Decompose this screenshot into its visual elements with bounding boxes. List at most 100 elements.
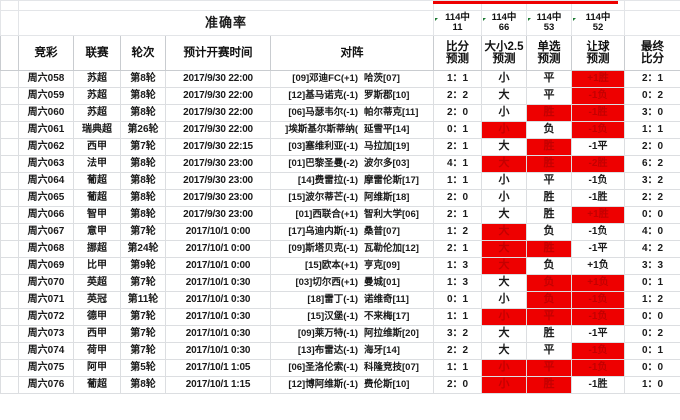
cell-jingcai[interactable]: 周六058 [18, 70, 74, 88]
cell-time[interactable]: 2017/10/1 0:30 [165, 274, 271, 292]
cell-ou_pred[interactable]: 大 [481, 206, 527, 224]
cell-final_score[interactable]: 6：2 [624, 155, 680, 173]
cell-ou_pred[interactable]: 大 [481, 325, 527, 343]
cell-final_score[interactable]: 0：0 [624, 359, 680, 377]
cell-round[interactable]: 第7轮 [120, 308, 166, 326]
cell-ou_pred[interactable]: 小 [481, 376, 527, 394]
table-row[interactable]: 周六062 西甲 第7轮 2017/9/30 22:15 [03]塞维利亚(-1) 马拉加… [0, 138, 680, 156]
table-row[interactable]: 周六064 葡超 第8轮 2017/9/30 23:00 [14]费雷拉(-1) 摩雷伦斯… [0, 172, 680, 190]
cell-league[interactable]: 英超 [73, 274, 121, 292]
cell-final_score[interactable]: 3：3 [624, 257, 680, 275]
cell-match[interactable]: [15]汉堡(-1) 不来梅[17] [270, 308, 434, 326]
cell-jingcai[interactable]: 周六065 [18, 189, 74, 207]
cell-single_pred[interactable]: 平 [526, 70, 572, 88]
cell-match[interactable]: [09]斯塔贝克(-1) 瓦勒伦加[12] [270, 240, 434, 258]
cell-final_score[interactable]: 0：2 [624, 87, 680, 105]
cell-ou_pred[interactable]: 小 [481, 189, 527, 207]
cell-match[interactable]: [14]费雷拉(-1) 摩雷伦斯[17] [270, 172, 434, 190]
col-header-match[interactable]: 对阵 [270, 35, 434, 71]
cell-score_pred[interactable]: 1：1 [433, 172, 482, 190]
cell-single_pred[interactable]: 胜 [526, 240, 572, 258]
cell-jingcai[interactable]: 周六071 [18, 291, 74, 309]
cell-ou_pred[interactable]: 小 [481, 359, 527, 377]
table-row[interactable]: 周六059 苏超 第8轮 2017/9/30 22:00 [12]基马诺克(-1) 罗斯郡… [0, 87, 680, 105]
cell-score_pred[interactable]: 1：1 [433, 70, 482, 88]
cell-final_score[interactable]: 4：0 [624, 223, 680, 241]
cell-final_score[interactable]: 3：2 [624, 172, 680, 190]
cell-league[interactable]: 苏超 [73, 87, 121, 105]
cell-match[interactable]: [03]塞维利亚(-1) 马拉加[19] [270, 138, 434, 156]
cell-handicap_pred[interactable]: -1胜 [571, 189, 625, 207]
cell-round[interactable]: 第24轮 [120, 240, 166, 258]
cell-score_pred[interactable]: 2：1 [433, 240, 482, 258]
cell-single_pred[interactable]: 胜 [526, 189, 572, 207]
cell-round[interactable]: 第8轮 [120, 172, 166, 190]
cell-time[interactable]: 2017/9/30 22:00 [165, 87, 271, 105]
cell-ou_pred[interactable]: 大 [481, 257, 527, 275]
cell-handicap_pred[interactable]: -1负 [571, 121, 625, 139]
cell-time[interactable]: 2017/10/1 0:30 [165, 342, 271, 360]
cell-jingcai[interactable]: 周六064 [18, 172, 74, 190]
cell-jingcai[interactable]: 周六076 [18, 376, 74, 394]
cell-score_pred[interactable]: 1：2 [433, 223, 482, 241]
cell-jingcai[interactable]: 周六075 [18, 359, 74, 377]
cell-round[interactable]: 第8轮 [120, 155, 166, 173]
cell-time[interactable]: 2017/9/30 22:00 [165, 70, 271, 88]
cell-final_score[interactable]: 3：0 [624, 104, 680, 122]
cell-score_pred[interactable]: 2：0 [433, 189, 482, 207]
cell-ou_pred[interactable]: 大 [481, 87, 527, 105]
cell-match[interactable]: [18]雷丁(-1) 诺维奇[11] [270, 291, 434, 309]
cell-single_pred[interactable]: 胜 [526, 138, 572, 156]
cell-round[interactable]: 第5轮 [120, 359, 166, 377]
cell-round[interactable]: 第8轮 [120, 70, 166, 88]
cell-handicap_pred[interactable]: -1负 [571, 172, 625, 190]
cell-jingcai[interactable]: 周六073 [18, 325, 74, 343]
cell-league[interactable]: 葡超 [73, 376, 121, 394]
cell-ou_pred[interactable]: 大 [481, 240, 527, 258]
cell-handicap_pred[interactable]: -1负 [571, 342, 625, 360]
cell-jingcai[interactable]: 周六074 [18, 342, 74, 360]
cell-handicap_pred[interactable]: -1胜 [571, 104, 625, 122]
cell-match[interactable]: [06]马瑟韦尔(-1) 帕尔蒂克[11] [270, 104, 434, 122]
cell-ou_pred[interactable]: 大 [481, 155, 527, 173]
cell-round[interactable]: 第7轮 [120, 342, 166, 360]
cell-league[interactable]: 葡超 [73, 172, 121, 190]
cell-ou_pred[interactable]: 大 [481, 274, 527, 292]
cell-league[interactable]: 英冠 [73, 291, 121, 309]
cell-single_pred[interactable]: 胜 [526, 376, 572, 394]
cell-round[interactable]: 第7轮 [120, 138, 166, 156]
cell-league[interactable]: 智甲 [73, 206, 121, 224]
cell-round[interactable]: 第8轮 [120, 104, 166, 122]
table-row[interactable]: 周六060 苏超 第8轮 2017/9/30 22:00 [06]马瑟韦尔(-1) 帕尔蒂… [0, 104, 680, 122]
cell-handicap_pred[interactable]: -1平 [571, 240, 625, 258]
cell-league[interactable]: 阿甲 [73, 359, 121, 377]
cell-final_score[interactable]: 0：0 [624, 206, 680, 224]
cell-time[interactable]: 2017/10/1 0:30 [165, 308, 271, 326]
col-header-jingcai[interactable]: 竞彩 [18, 35, 74, 71]
cell-time[interactable]: 2017/9/30 22:00 [165, 104, 271, 122]
col-header-final-score[interactable]: 最终 比分 [624, 35, 680, 71]
cell-score_pred[interactable]: 2：0 [433, 104, 482, 122]
cell-league[interactable]: 法甲 [73, 155, 121, 173]
table-row[interactable]: 周六065 葡超 第8轮 2017/9/30 23:00 [15]波尔蒂芒(-1) 阿维斯… [0, 189, 680, 207]
cell-handicap_pred[interactable]: +1负 [571, 257, 625, 275]
cell-match[interactable]: [01]西联合(+1) 智利大学[06] [270, 206, 434, 224]
cell-jingcai[interactable]: 周六068 [18, 240, 74, 258]
cell-single_pred[interactable]: 平 [526, 359, 572, 377]
table-row[interactable]: 周六073 西甲 第7轮 2017/10/1 0:30 [09]莱万特(-1) 阿拉维斯[… [0, 325, 680, 343]
cell-ou_pred[interactable]: 大 [481, 138, 527, 156]
cell-league[interactable]: 苏超 [73, 104, 121, 122]
cell-time[interactable]: 2017/10/1 0:30 [165, 291, 271, 309]
cell-jingcai[interactable]: 周六061 [18, 121, 74, 139]
col-header-handicap-pred[interactable]: 让球 预测 [571, 35, 625, 71]
cell-time[interactable]: 2017/10/1 0:00 [165, 223, 271, 241]
cell-round[interactable]: 第7轮 [120, 325, 166, 343]
cell-score_pred[interactable]: 2：2 [433, 342, 482, 360]
cell-handicap_pred[interactable]: -1负 [571, 308, 625, 326]
cell-round[interactable]: 第8轮 [120, 189, 166, 207]
cell-handicap_pred[interactable]: -1负 [571, 87, 625, 105]
cell-jingcai[interactable]: 周六070 [18, 274, 74, 292]
cell-score_pred[interactable]: 1：3 [433, 274, 482, 292]
cell-score_pred[interactable]: 3：2 [433, 325, 482, 343]
cell-round[interactable]: 第8轮 [120, 376, 166, 394]
